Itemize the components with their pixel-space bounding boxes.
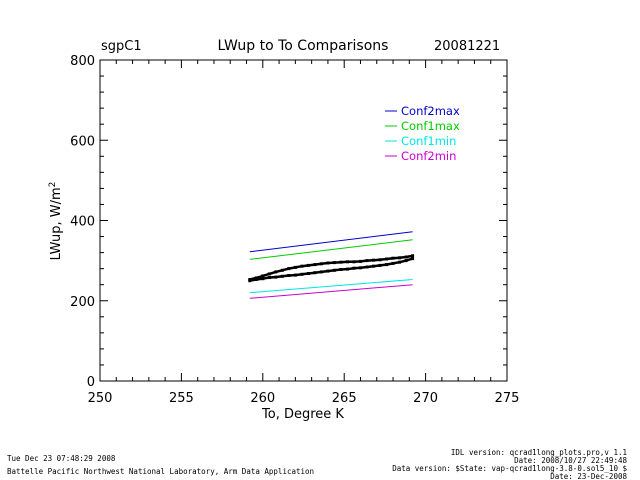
observation-point (359, 259, 362, 263)
observation-point (411, 257, 415, 261)
site-label: sgpC1 (101, 39, 142, 54)
series-line-conf1max (249, 239, 413, 260)
x-axis-label: To, Degree K (261, 407, 344, 422)
observation-point (359, 266, 362, 270)
x-tick-label: 265 (332, 391, 357, 406)
y-tick-label: 200 (70, 295, 95, 310)
observation-point (346, 267, 349, 271)
observation-point (404, 255, 408, 259)
footer-idl-date: Date: 2008/10/27 22:49:48 (514, 456, 627, 465)
observation-point (385, 263, 388, 267)
observation-points (248, 254, 415, 283)
observation-point (398, 260, 402, 264)
x-tick-labels: 250 255 260 265 270 275 (88, 391, 520, 406)
y-axis-label: LWup, W/m2 (48, 182, 64, 261)
chart-date: 20081221 (434, 39, 500, 54)
observation-point (365, 265, 369, 269)
y-tick-label: 800 (70, 54, 95, 69)
observation-point (339, 268, 343, 271)
observation-point (372, 264, 375, 268)
observation-point (326, 261, 330, 265)
x-tick-label: 260 (250, 391, 275, 406)
observation-point (372, 258, 375, 262)
observation-point (313, 271, 317, 275)
series-line-conf2min (249, 284, 413, 299)
observation-point (274, 270, 278, 274)
observation-point (352, 260, 356, 264)
observation-point (267, 276, 271, 279)
y-tick-label: 400 (70, 215, 95, 230)
legend-label-conf2max: Conf2max (401, 104, 460, 118)
observation-point (274, 275, 278, 279)
legend-label-conf2min: Conf2min (401, 149, 456, 163)
observation-point (319, 270, 323, 274)
observation-point (391, 261, 395, 265)
observation-point (300, 272, 304, 276)
observation-point (411, 254, 415, 258)
observation-point (248, 278, 252, 281)
observation-point (306, 263, 310, 267)
footer-data-version: Data version: $State: vap-qcrad1long-3.8… (392, 464, 627, 473)
observation-point (287, 274, 291, 277)
observation-point (339, 260, 343, 264)
series-line-conf2max (249, 231, 413, 253)
observation-point (267, 272, 271, 276)
footer-idl-version: IDL version: qcrad1long_plots.pro,v 1.1 (451, 448, 627, 457)
chart-title: LWup to To Comparisons (218, 38, 389, 54)
x-tick-label: 250 (88, 391, 113, 406)
y-axis-label-text: LWup, W/m (49, 187, 64, 260)
observation-point (391, 256, 395, 260)
legend-label-conf1min: Conf1min (401, 134, 456, 148)
observation-point (365, 259, 369, 263)
observation-point (261, 277, 265, 281)
axis-ticks (99, 59, 508, 382)
observation-point (280, 268, 284, 272)
observation-point (332, 261, 336, 265)
footer-lab: Battelle Pacific Northwest National Labo… (7, 467, 314, 476)
observation-point (398, 256, 402, 260)
observation-point (306, 272, 310, 275)
observation-point (378, 263, 382, 267)
observation-point (326, 269, 330, 273)
footer-timestamp: Tue Dec 23 07:48:29 2008 (7, 454, 116, 463)
observation-point (254, 278, 258, 281)
series-line-conf1min (249, 279, 413, 294)
y-axis-label-superscript: 2 (48, 182, 58, 188)
observation-point (385, 257, 388, 261)
observation-point (280, 274, 284, 278)
observation-point (346, 260, 349, 264)
observation-band (248, 254, 414, 283)
observation-point (261, 274, 265, 278)
observation-point (300, 264, 304, 268)
observation-point (293, 265, 297, 269)
y-tick-label: 0 (87, 375, 95, 390)
observation-point (378, 258, 382, 262)
observation-point (332, 268, 336, 272)
x-tick-label: 275 (495, 391, 520, 406)
observation-point (319, 262, 323, 266)
observation-point (287, 267, 291, 271)
observation-point (254, 276, 258, 280)
x-tick-label: 270 (413, 391, 438, 406)
x-tick-label: 255 (169, 391, 194, 406)
observation-point (313, 263, 317, 267)
y-tick-labels: 0 200 400 600 800 (70, 54, 95, 390)
observation-point (404, 259, 408, 263)
observation-point (293, 273, 297, 277)
footer-data-date: Date: 23-Dec-2008 (550, 472, 627, 480)
legend-label-conf1max: Conf1max (401, 119, 460, 133)
observation-point (352, 266, 356, 270)
series-lines (249, 231, 413, 299)
y-tick-label: 600 (70, 134, 95, 149)
